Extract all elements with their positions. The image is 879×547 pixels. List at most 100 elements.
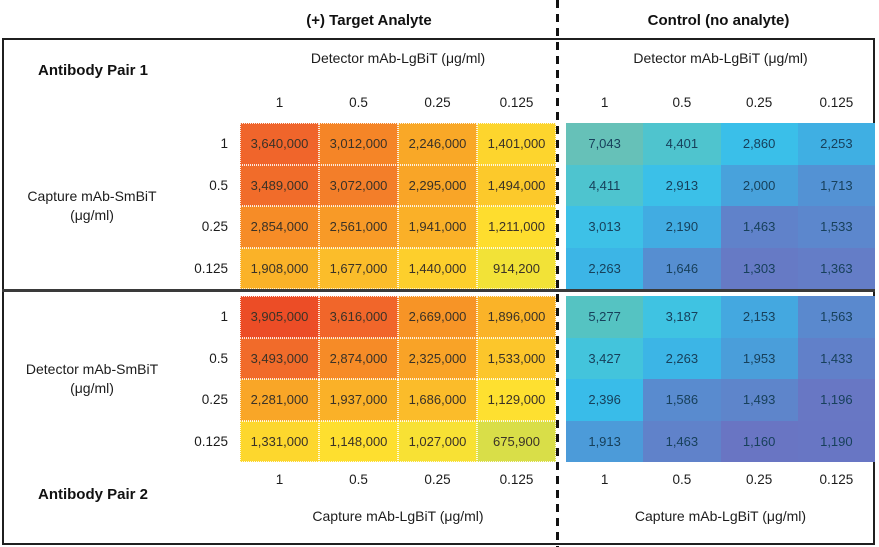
- heatmap-cell: 1,953: [720, 337, 798, 379]
- heatmap-cell: 2,295,000: [398, 164, 477, 206]
- heatmap-cell: 2,860: [720, 123, 798, 165]
- dilution-label: 0.125: [819, 94, 854, 110]
- col-labels-pair2-control: 1 0.5 0.25 0.125: [566, 464, 875, 494]
- heatmap-cell: 1,303: [720, 247, 798, 289]
- heatmap-cell: 2,913: [643, 164, 721, 206]
- heatmap-cell: 1,440,000: [398, 247, 477, 289]
- heatmap-cell: 1,463: [720, 206, 798, 248]
- pair1-row-axis: Capture mAb-SmBiT (μg/ml): [6, 123, 178, 289]
- dilution-label: 1: [275, 94, 284, 110]
- heatmap-cell: 2,246,000: [398, 123, 477, 165]
- heatmap-cell: 1,677,000: [319, 247, 398, 289]
- dilution-label: 0.5: [349, 94, 368, 110]
- heatmap-cell: 1,494,000: [477, 164, 556, 206]
- heatmap-cell: 1,331,000: [240, 420, 319, 462]
- heatmap-cell: 2,263: [566, 247, 644, 289]
- heatmap-cell: 3,640,000: [240, 123, 319, 165]
- heatmap-cell: 1,027,000: [398, 420, 477, 462]
- dilution-label: 0.5: [349, 471, 368, 487]
- dilution-label: 0.25: [745, 94, 773, 110]
- heatmap-cell: 3,187: [643, 296, 721, 338]
- dashed-divider: [556, 0, 559, 547]
- heatmap-cell: 7,043: [566, 123, 644, 165]
- dilution-label: 1: [220, 309, 228, 325]
- pair2-row-axis: Detector mAb-SmBiT (μg/ml): [6, 296, 178, 462]
- heatmap-cell: 2,325,000: [398, 337, 477, 379]
- heatmap-cell: 4,411: [566, 164, 644, 206]
- heatmap-cell: 1,160: [720, 420, 798, 462]
- heatmap-cell: 1,533,000: [477, 337, 556, 379]
- dilution-label: 0.25: [201, 219, 228, 235]
- heatmap-cell: 1,563: [797, 296, 875, 338]
- pair-divider: [2, 289, 875, 292]
- heatmap-cell: 2,000: [720, 164, 798, 206]
- pair2-control-col-axis: Capture mAb-LgBiT (μg/ml): [634, 508, 807, 524]
- dilution-label: 1: [600, 471, 609, 487]
- heatmap-cell: 3,493,000: [240, 337, 319, 379]
- heatmap-cell: 1,211,000: [477, 206, 556, 248]
- heatmap-cell: 3,905,000: [240, 296, 319, 338]
- heatmap-cell: 2,396: [566, 379, 644, 421]
- heatmap-cell: 2,874,000: [319, 337, 398, 379]
- heatmap-cell: 1,646: [643, 247, 721, 289]
- antibody-pair1-label: Antibody Pair 1: [37, 61, 149, 79]
- dilution-label: 0.25: [424, 94, 451, 110]
- heatmap-cell: 3,012,000: [319, 123, 398, 165]
- heatmap-cell: 2,561,000: [319, 206, 398, 248]
- dilution-label: 0.25: [745, 471, 773, 487]
- heatmap-cell: 1,533: [797, 206, 875, 248]
- pair1-row-axis-line2: (μg/ml): [70, 207, 114, 223]
- heatmap-cell: 2,190: [643, 206, 721, 248]
- dilution-label: 0.125: [194, 433, 228, 449]
- pair1-row-axis-line1: Capture mAb-SmBiT: [27, 188, 157, 205]
- col-labels-pair1-target: 1 0.5 0.25 0.125: [240, 86, 556, 118]
- heatmap-cell: 1,493: [720, 379, 798, 421]
- dilution-label: 1: [600, 94, 609, 110]
- heatmap-pair2-target: 3,905,000 3,616,000 2,669,000 1,896,000 3,49…: [240, 296, 556, 462]
- pair2-row-axis-line2: (μg/ml): [70, 380, 114, 396]
- heatmap-cell: 1,129,000: [477, 379, 556, 421]
- heatmap-cell: 3,427: [566, 337, 644, 379]
- heatmap-cell: 1,937,000: [319, 379, 398, 421]
- heatmap-cell: 1,433: [797, 337, 875, 379]
- dilution-label: 0.5: [209, 350, 228, 366]
- heatmap-cell: 5,277: [566, 296, 644, 338]
- heatmap-cell: 3,072,000: [319, 164, 398, 206]
- dilution-label: 1: [220, 136, 228, 152]
- heatmap-cell: 3,616,000: [319, 296, 398, 338]
- heatmap-cell: 1,363: [797, 247, 875, 289]
- heatmap-cell: 2,854,000: [240, 206, 319, 248]
- col-labels-pair2-target: 1 0.5 0.25 0.125: [240, 464, 556, 494]
- row-labels-pair2: 1 0.5 0.25 0.125: [178, 296, 234, 462]
- row-labels-pair1: 1 0.5 0.25 0.125: [178, 123, 234, 289]
- pair1-control-col-axis: Detector mAb-LgBiT (μg/ml): [633, 50, 808, 66]
- heatmap-cell: 4,401: [643, 123, 721, 165]
- dilution-label: 0.5: [672, 471, 692, 487]
- heatmap-cell: 1,896,000: [477, 296, 556, 338]
- heatmap-cell: 1,196: [797, 379, 875, 421]
- pair2-target-col-axis: Capture mAb-LgBiT (μg/ml): [312, 508, 484, 524]
- heatmap-cell: 1,190: [797, 420, 875, 462]
- antibody-pair2-label: Antibody Pair 2: [37, 485, 149, 503]
- heatmap-cell: 1,586: [643, 379, 721, 421]
- dilution-label: 1: [275, 471, 284, 487]
- heatmap-cell: 2,153: [720, 296, 798, 338]
- control-title: Control (no analyte): [647, 11, 790, 29]
- heatmap-cell: 914,200: [477, 247, 556, 289]
- heatmap-cell: 1,401,000: [477, 123, 556, 165]
- heatmap-cell: 1,913: [566, 420, 644, 462]
- heatmap-pair2-control: 5,277 3,187 2,153 1,563 3,427 2,263 1,953 1,433…: [566, 296, 875, 462]
- heatmap-cell: 2,281,000: [240, 379, 319, 421]
- dilution-label: 0.125: [499, 471, 534, 487]
- dilution-label: 0.25: [201, 392, 228, 408]
- heatmap-cell: 2,669,000: [398, 296, 477, 338]
- heatmap-cell: 1,686,000: [398, 379, 477, 421]
- heatmap-pair1-target: 3,640,000 3,012,000 2,246,000 1,401,000 3,48…: [240, 123, 556, 289]
- heatmap-cell: 3,489,000: [240, 164, 319, 206]
- dilution-label: 0.5: [209, 177, 228, 193]
- heatmap-cell: 1,148,000: [319, 420, 398, 462]
- dilution-label: 0.5: [672, 94, 692, 110]
- heatmap-cell: 1,463: [643, 420, 721, 462]
- heatmap-pair1-control: 7,043 4,401 2,860 2,253 4,411 2,913 2,000 1,713…: [566, 123, 875, 289]
